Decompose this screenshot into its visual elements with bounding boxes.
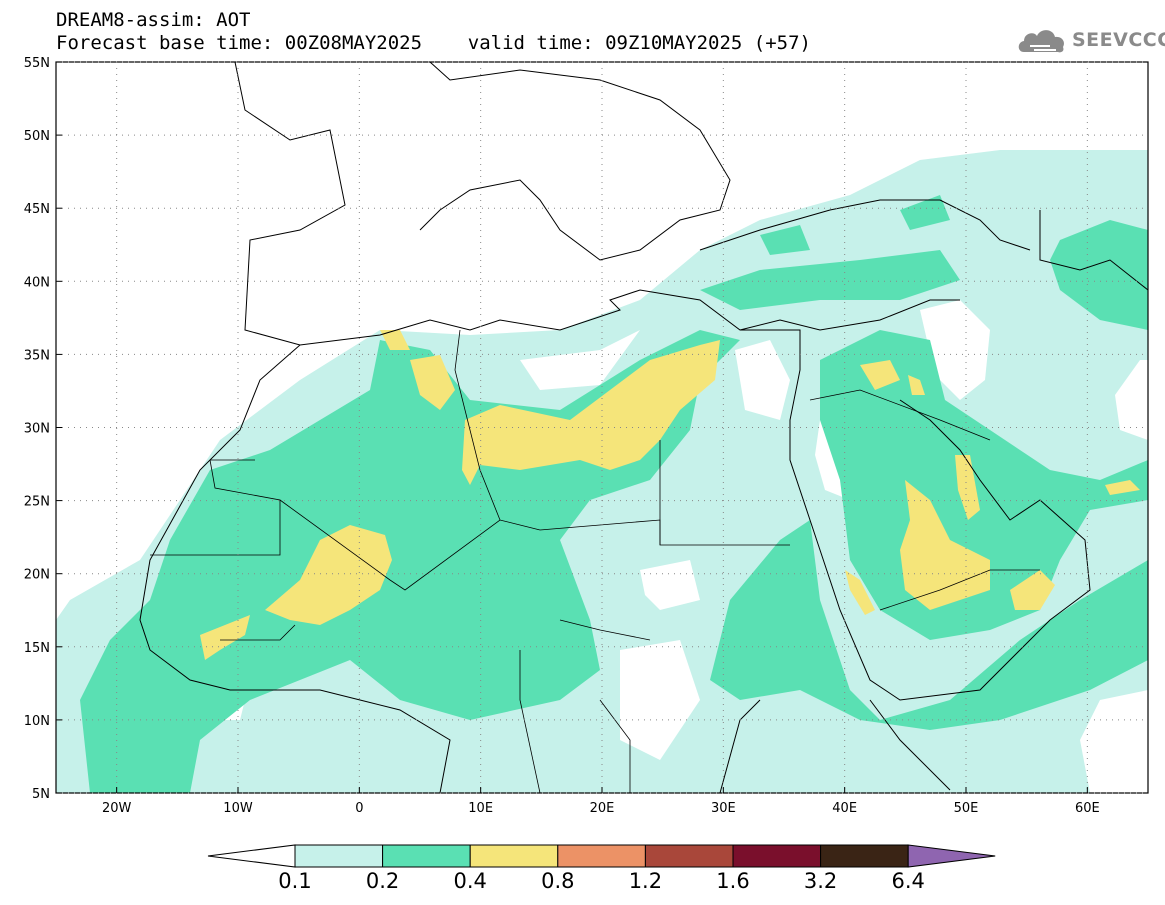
lon-tick-label: 0 (355, 801, 363, 816)
coastlines (139, 62, 1148, 793)
colorbar-label: 1.2 (628, 869, 663, 893)
forecast-time-line: Forecast base time: 00Z08MAY2025 valid t… (56, 32, 811, 54)
seevccc-logo: SEEVCCC (1016, 22, 1165, 58)
colorbar-segment (557, 844, 646, 868)
lat-tick-label: 5N (32, 787, 50, 802)
lon-tick-label: 30E (711, 801, 736, 816)
colorbar-segment (732, 844, 822, 868)
colorbar-high-arrow (907, 844, 996, 868)
colorbar (207, 844, 996, 868)
map-title: DREAM8-assim: AOT (56, 9, 251, 31)
colorbar-segment (469, 844, 559, 868)
lat-tick-label: 20N (24, 568, 50, 583)
lat-tick-label: 15N (24, 641, 50, 656)
graticule (56, 61, 1148, 794)
lat-tick-label: 50N (24, 129, 50, 144)
aot-band-0.4 (462, 340, 720, 485)
logo-text: SEEVCCC (1072, 29, 1165, 51)
lon-tick-label: 50E (954, 801, 979, 816)
lon-tick-label: 20E (590, 801, 615, 816)
lon-tick-label: 10W (223, 801, 253, 816)
lat-tick-label: 25N (24, 495, 50, 510)
colorbar-label: 6.4 (891, 869, 925, 893)
latitude-ticks: 55N 50N 45N 40N 35N 30N 25N 20N 15N 10N 5N (24, 56, 62, 802)
lat-tick-label: 35N (24, 348, 50, 363)
colorbar-label: 0.8 (541, 869, 575, 893)
lon-tick-label: 20W (102, 801, 132, 816)
colorbar-label: 0.2 (365, 869, 400, 893)
lat-tick-label: 30N (24, 422, 50, 437)
colorbar-segment (644, 844, 734, 868)
lon-tick-label: 40E (832, 801, 857, 816)
aot-field (56, 62, 1148, 793)
colorbar-label: 1.6 (716, 869, 750, 893)
lat-tick-label: 10N (24, 714, 50, 729)
colorbar-label: 0.4 (453, 869, 487, 893)
colorbar-segment (294, 844, 384, 868)
colorbar-segment (820, 844, 909, 868)
colorbar-low-arrow (207, 844, 296, 868)
colorbar-segment (382, 844, 471, 868)
lon-tick-label: 60E (1075, 801, 1100, 816)
colorbar-label: 0.1 (278, 869, 312, 893)
cloud-icon (1018, 30, 1065, 53)
colorbar-label: 3.2 (803, 869, 838, 893)
lat-tick-label: 55N (24, 56, 50, 71)
lon-tick-label: 10E (468, 801, 493, 816)
longitude-ticks: 20W 10W 0 10E 20E 30E 40E 50E 60E (102, 787, 1100, 816)
lat-tick-label: 40N (24, 275, 50, 290)
lat-tick-label: 45N (24, 202, 50, 217)
country-borders (150, 329, 1040, 793)
